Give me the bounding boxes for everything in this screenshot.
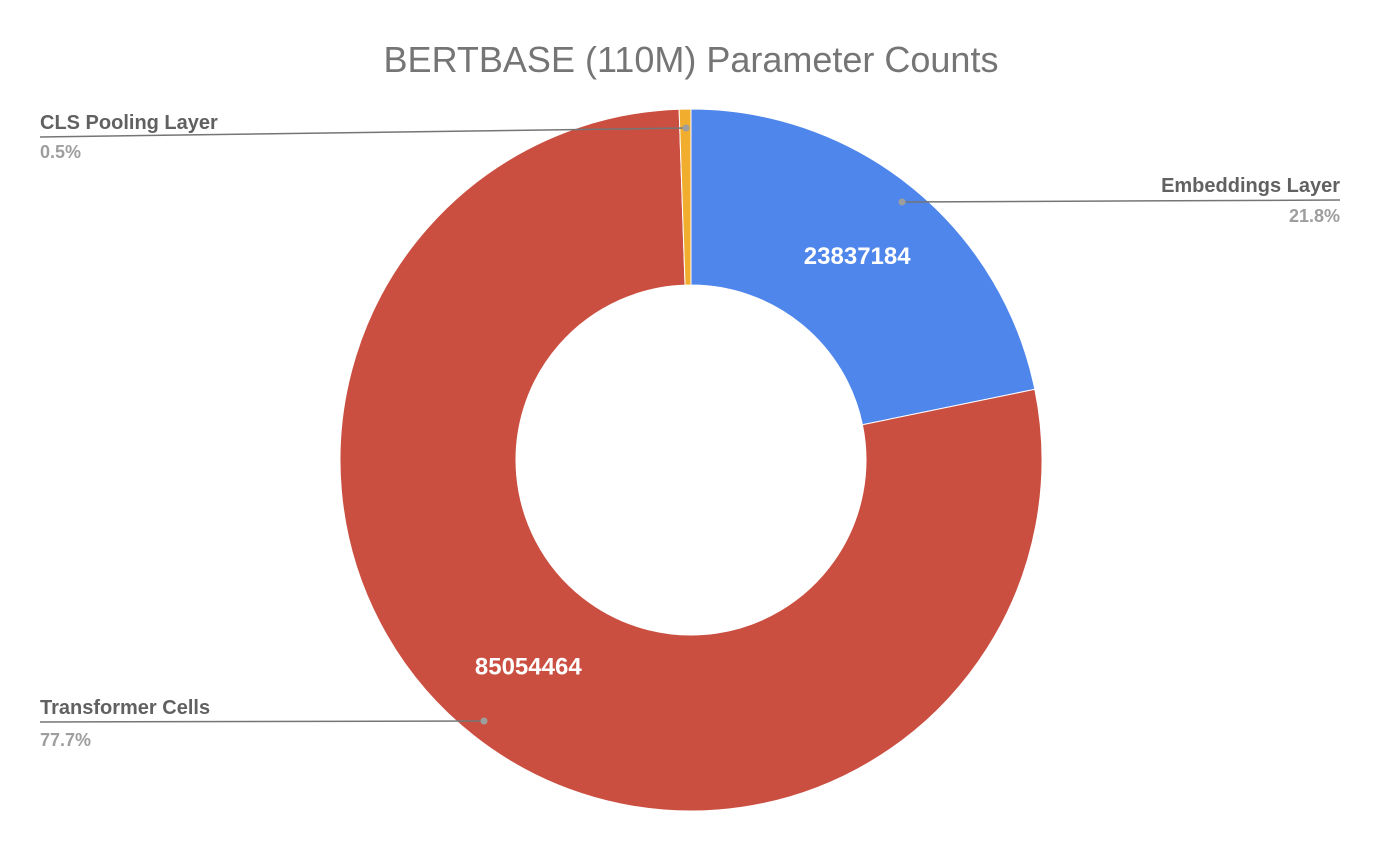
callout-label-cls-pooling-layer: CLS Pooling Layer bbox=[40, 112, 218, 134]
leader-line-transformer-cells bbox=[39, 720, 485, 723]
callouts-group: Embeddings Layer 21.8% Transformer Cells 77… bbox=[39, 112, 1341, 750]
slice-transformer-cells bbox=[339, 108, 1043, 812]
chart-title: BERTBASE (110M) Parameter Counts bbox=[384, 39, 999, 80]
callout-label-transformer-cells: Transformer Cells bbox=[40, 697, 210, 719]
leader-dot-transformer-cells bbox=[480, 717, 488, 725]
leader-line-cls-pooling-layer bbox=[39, 127, 687, 138]
slices-group bbox=[339, 108, 1043, 812]
slice-labels-group: 23837184 85054464 bbox=[475, 243, 911, 680]
leader-dot-embeddings-layer bbox=[898, 198, 906, 206]
slice-value-label-embeddings-layer: 23837184 bbox=[804, 243, 911, 270]
leader-line-embeddings-layer bbox=[901, 199, 1341, 203]
slice-cls-pooling-layer bbox=[678, 108, 692, 286]
leader-dot-cls-pooling-layer bbox=[682, 124, 690, 132]
slice-embeddings-layer bbox=[690, 108, 1036, 426]
callout-percent-cls-pooling-layer: 0.5% bbox=[40, 142, 81, 162]
slice-value-label-transformer-cells: 85054464 bbox=[475, 654, 582, 681]
callout-percent-embeddings-layer: 21.8% bbox=[1289, 206, 1340, 226]
callout-label-embeddings-layer: Embeddings Layer bbox=[1161, 175, 1340, 197]
callout-percent-transformer-cells: 77.7% bbox=[40, 730, 91, 750]
